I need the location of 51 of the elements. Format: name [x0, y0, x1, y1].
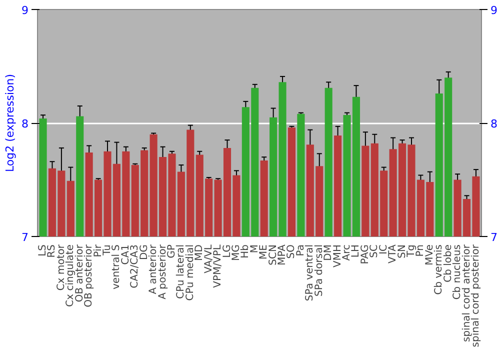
x-tick-label: SPa dorsal	[314, 244, 325, 296]
x-tick-label: SCN	[268, 244, 279, 266]
x-tick-label: SN	[396, 244, 408, 258]
x-tick-label: LG	[222, 244, 233, 258]
x-tick-label: VPM/VPL	[212, 244, 224, 288]
x-tick-label: OB anterior	[74, 244, 86, 302]
x-tick-label: SC	[369, 244, 380, 258]
x-tick-label: Cb nucleus	[452, 244, 464, 300]
x-tick-label: PAG	[360, 244, 371, 264]
y2-tick-label: 7	[490, 231, 498, 244]
x-tick-label: A posterior	[157, 244, 168, 300]
x-tick-label: Pn	[415, 244, 426, 257]
y2-tick-label: 9	[490, 4, 498, 17]
x-tick-label: SO	[286, 244, 298, 259]
y-tick-label: 8	[22, 118, 28, 130]
x-tick-label: ventral S	[111, 244, 122, 290]
x-tick-label: ME	[258, 244, 270, 260]
x-tick-label: VTA	[388, 244, 399, 264]
x-tick-label: Cx motor	[56, 244, 67, 291]
x-tick-label: IC	[378, 244, 390, 254]
x-tick-label: Pa	[295, 244, 306, 256]
x-tick-label: Cx cingulate	[65, 244, 76, 307]
x-tick-label: VA/VL	[203, 244, 214, 274]
x-tick-label: M	[249, 244, 260, 254]
x-tick-label: MG	[230, 244, 242, 261]
x-tick-label: Hb	[240, 244, 252, 258]
x-tick-label: VMH	[332, 244, 344, 268]
x-tick-label: Cb vermis	[434, 244, 445, 295]
y-axis-title: Log2 (expression)	[4, 74, 16, 172]
x-tick-label: MVe	[424, 244, 436, 266]
x-tick-label: DG	[138, 244, 150, 260]
x-tick-label: Cb lobe	[442, 244, 454, 282]
x-tick-label: CPu medial	[184, 244, 196, 301]
y2-tick-label: 8	[490, 118, 498, 130]
x-tick-label: spinal cord posterior	[470, 244, 482, 348]
x-tick-label: spinal cord anterior	[461, 244, 472, 342]
x-tick-label: LH	[350, 244, 362, 258]
x-tick-label: CPu lateral	[176, 244, 187, 299]
x-tick-label: DM	[323, 244, 334, 261]
y-tick-label: 9	[22, 4, 28, 17]
x-tick-label: CA1	[120, 244, 132, 265]
x-tick-label: Pir	[92, 244, 104, 258]
x-tick-label: RS	[46, 244, 58, 258]
x-tick-label: GP	[166, 244, 178, 258]
x-tick-label: A anterior	[148, 244, 160, 294]
x-tick-label: MD	[194, 244, 206, 261]
x-tick-label: OB posterior	[84, 244, 95, 308]
x-tick-label: SPa ventral	[304, 244, 316, 302]
x-tick-label: Tg	[406, 244, 417, 258]
x-tick-label: CA2/CA3	[130, 244, 141, 288]
y-tick-label: 7	[22, 231, 28, 244]
